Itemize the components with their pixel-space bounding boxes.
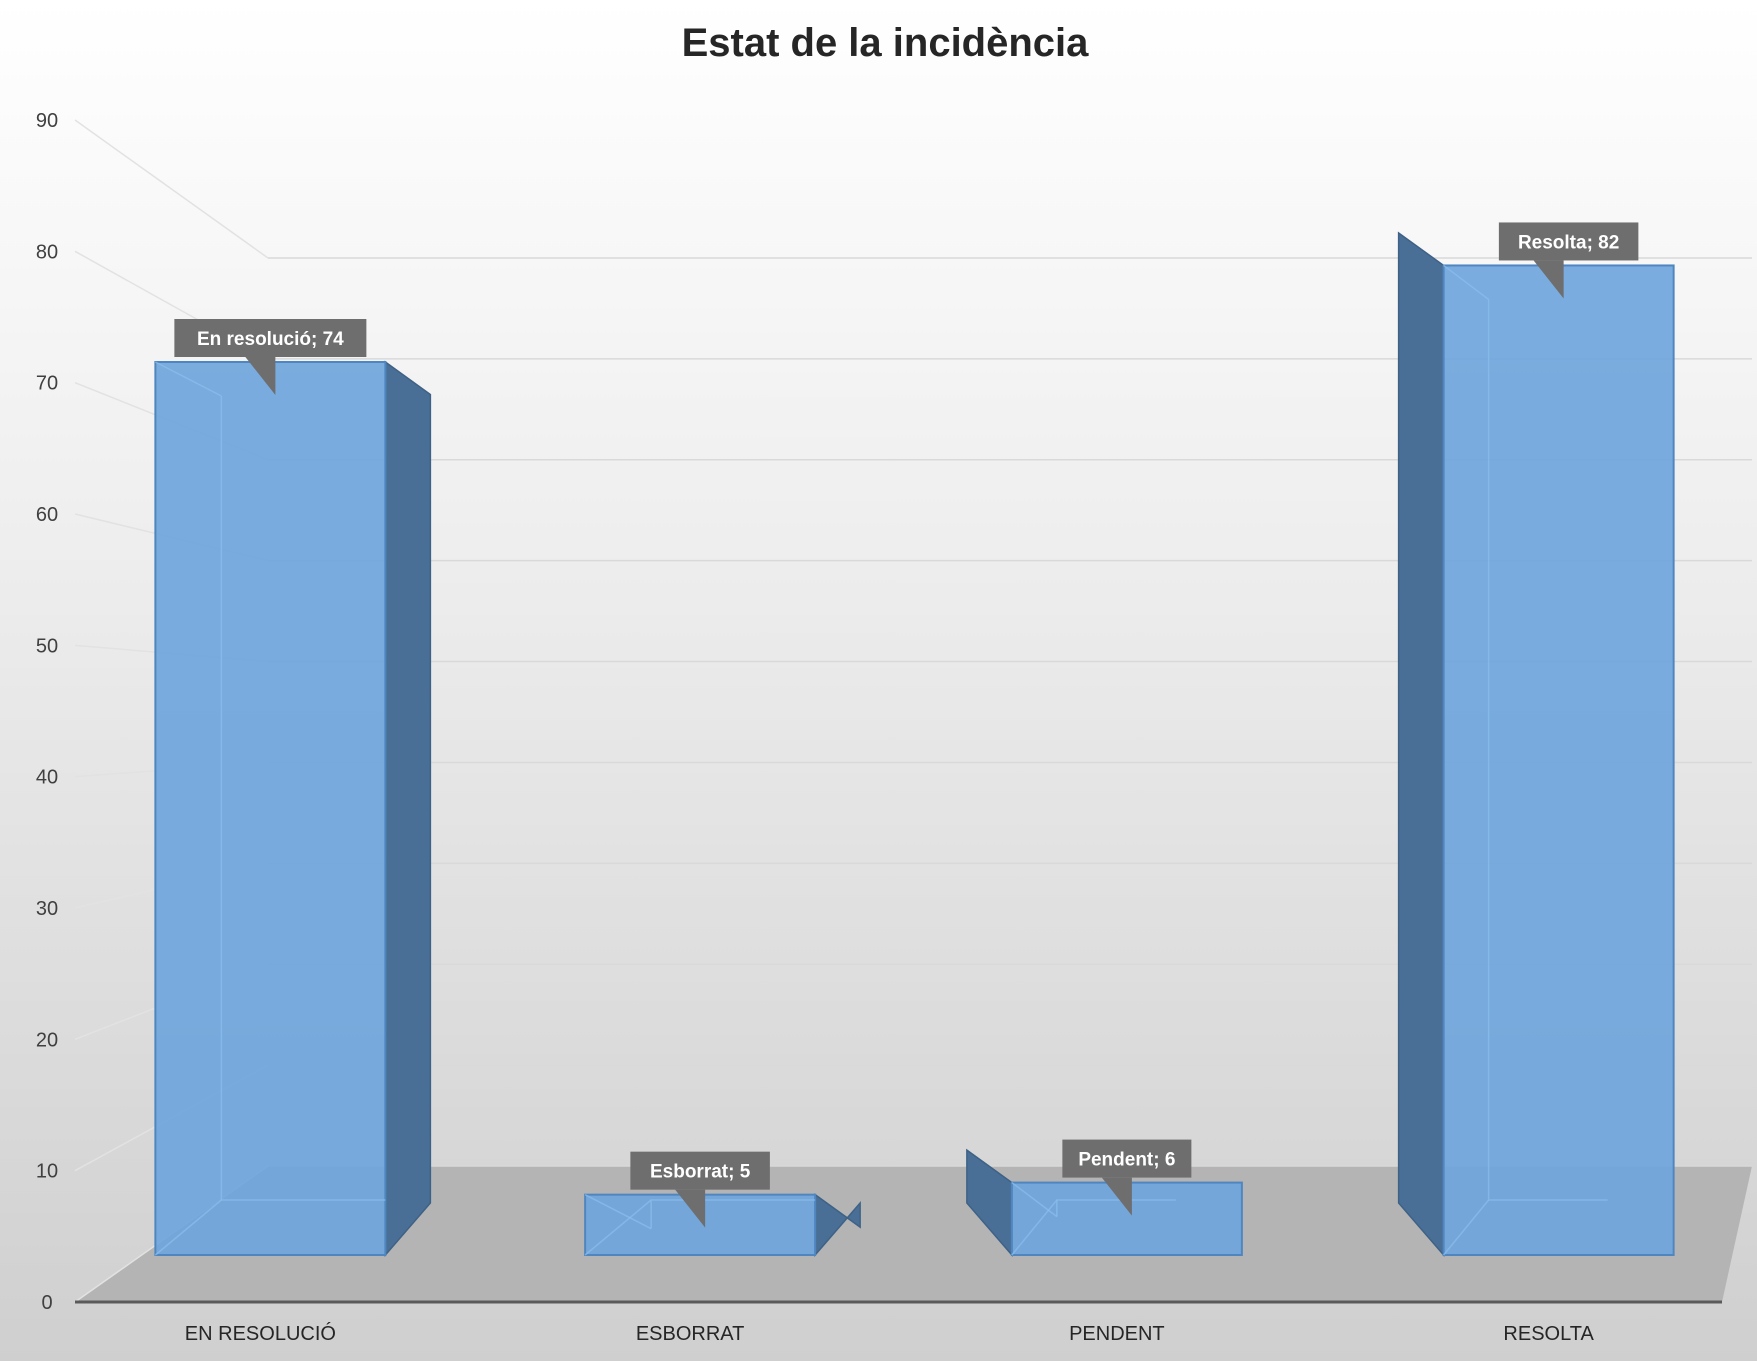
bar-inner-edge [1011, 1199, 1058, 1256]
bar [154, 360, 432, 1258]
bar-front [1442, 264, 1675, 1256]
x-tick-label: EN RESOLUCIÓ [185, 1322, 336, 1345]
bar-inner-edge [1011, 1181, 1058, 1218]
data-label-pointer [1533, 260, 1564, 299]
bar-side [384, 360, 432, 1258]
axes: 0 10 20 30 40 50 60 70 80 90 EN RESOLUCIÓ ESBORRAT P… [36, 110, 1722, 1345]
data-label-box [630, 1151, 770, 1190]
x-tick-label: ESBORRAT [636, 1323, 745, 1345]
bar-inner-edge [155, 361, 222, 397]
data-label: Esborrat; 5 [630, 1151, 770, 1228]
data-label-box [1498, 222, 1639, 261]
data-label-text: Resolta; 82 [1518, 232, 1619, 253]
y-tick-label: 20 [36, 1029, 58, 1051]
y-tick-label: 60 [36, 504, 58, 526]
bar [1397, 231, 1675, 1258]
bar-inner-edge [1443, 1199, 1490, 1256]
bar-inner-edge [584, 1193, 652, 1230]
data-labels: En resolució; 74 Esborrat; 5 Pendent; 6 Res… [174, 222, 1639, 1228]
y-tick-label: 40 [36, 767, 58, 789]
y-tick-label: 10 [36, 1161, 58, 1183]
data-label: En resolució; 74 [174, 319, 367, 395]
gridline-side [74, 119, 269, 259]
bar-inner-edge [584, 1199, 652, 1256]
data-label-pointer [245, 357, 276, 395]
bar-inner-edge [1443, 264, 1490, 301]
data-label-box [174, 319, 367, 357]
y-tick-label: 0 [41, 1292, 52, 1314]
bars [154, 231, 1675, 1258]
y-tick-label: 50 [36, 635, 58, 657]
x-tick-label: RESOLTA [1503, 1323, 1594, 1345]
chart-title: Estat de la incidència [682, 21, 1090, 65]
y-tick-label: 30 [36, 898, 58, 920]
data-label-text: Esborrat; 5 [650, 1162, 751, 1183]
y-tick-label: 90 [36, 110, 58, 132]
chart-floor [75, 1166, 1752, 1302]
bar-side [1397, 231, 1445, 1258]
data-label: Pendent; 6 [1062, 1139, 1192, 1216]
data-label-pointer [675, 1189, 706, 1228]
bar-front [154, 361, 387, 1256]
data-label-box [1062, 1139, 1192, 1178]
bar-inner-edge [154, 1199, 222, 1256]
bar [584, 1193, 861, 1258]
y-tick-label: 80 [36, 241, 58, 263]
data-label-text: En resolució; 74 [197, 329, 344, 350]
x-tick-label: PENDENT [1069, 1323, 1165, 1345]
y-tick-label: 70 [36, 373, 58, 395]
data-label-pointer [1101, 1177, 1132, 1216]
data-label: Resolta; 82 [1498, 222, 1639, 299]
floor-plane [75, 1166, 1752, 1302]
data-label-text: Pendent; 6 [1078, 1150, 1175, 1171]
